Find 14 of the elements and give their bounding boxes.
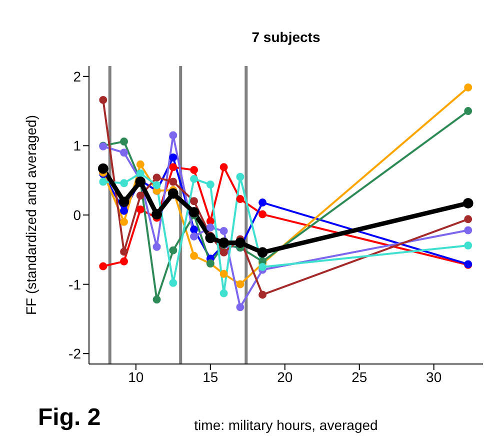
y-axis-title: FF (standardized and averaged)	[22, 115, 39, 315]
y-tick-label: 1	[73, 138, 82, 154]
x-axis-title: time: military hours, averaged	[194, 417, 378, 433]
y-tick-label: -1	[68, 276, 82, 292]
x-tick-label: 15	[202, 368, 218, 385]
y-tick-label: 0	[73, 206, 82, 223]
x-tick-label: 10	[128, 368, 144, 385]
caption: Fig. 2	[38, 404, 101, 432]
chart-title: 7 subjects	[252, 29, 320, 45]
x-tick-label: 25	[352, 368, 368, 385]
y-tick-label: 2	[73, 68, 82, 84]
x-tick-label: 30	[426, 368, 442, 385]
y-tick-label: -2	[68, 346, 82, 362]
x-tick-label: 20	[277, 368, 293, 385]
